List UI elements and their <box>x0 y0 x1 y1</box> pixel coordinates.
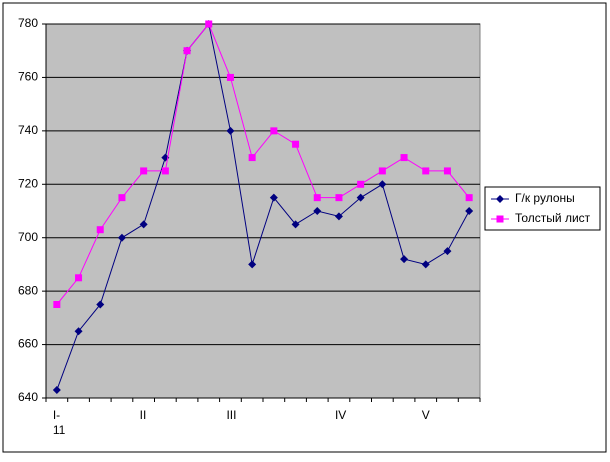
data-point <box>378 167 386 175</box>
legend-label: Толстый лист <box>515 211 591 225</box>
data-point <box>248 154 256 162</box>
x-tick-label: V <box>421 408 430 422</box>
data-point <box>357 180 365 188</box>
y-tick-label: 760 <box>18 70 38 84</box>
y-tick-label: 640 <box>18 390 38 404</box>
data-point <box>443 167 451 175</box>
data-point <box>269 193 278 202</box>
data-point <box>53 301 61 308</box>
data-point <box>96 226 104 234</box>
y-tick-label: 680 <box>18 283 38 297</box>
data-point <box>443 247 452 256</box>
data-point <box>496 215 504 223</box>
x-tick-label: III <box>226 408 237 422</box>
data-point <box>421 260 430 269</box>
data-point <box>226 73 234 81</box>
series-line <box>56 23 470 305</box>
data-point <box>96 300 105 309</box>
y-tick-label: 660 <box>18 337 38 351</box>
data-point <box>161 167 169 175</box>
y-tick-label: 720 <box>18 176 38 190</box>
data-point <box>496 195 504 203</box>
data-point <box>117 233 126 242</box>
data-point <box>140 167 148 175</box>
x-tick-label: IV <box>334 408 347 422</box>
data-point <box>465 194 473 202</box>
y-tick-label: 780 <box>18 16 38 30</box>
data-point <box>356 193 365 202</box>
legend-box <box>484 186 601 231</box>
data-point <box>465 207 474 215</box>
data-point <box>378 180 387 189</box>
data-point <box>52 385 61 394</box>
data-point <box>400 255 409 264</box>
data-point <box>334 212 343 221</box>
data-point <box>292 140 300 148</box>
data-point <box>313 207 322 215</box>
legend-label: Г/к рулоны <box>515 191 575 205</box>
data-point <box>335 194 343 202</box>
data-point <box>74 327 83 336</box>
data-point <box>183 47 191 55</box>
data-point <box>400 154 408 162</box>
data-point <box>270 127 278 135</box>
y-tick-label: 740 <box>18 123 38 137</box>
data-point <box>75 274 83 282</box>
data-point <box>139 220 148 229</box>
data-point <box>313 194 321 202</box>
data-point <box>118 194 126 202</box>
series-line <box>56 22 470 391</box>
data-point <box>291 220 300 229</box>
data-point <box>226 126 235 135</box>
data-point <box>422 167 430 175</box>
data-point <box>248 260 257 269</box>
y-tick-label: 700 <box>18 230 38 244</box>
x-tick-label: II <box>139 408 147 422</box>
x-tick-label: I-11 <box>52 408 66 437</box>
plot-area <box>45 23 481 399</box>
data-point <box>205 20 213 28</box>
